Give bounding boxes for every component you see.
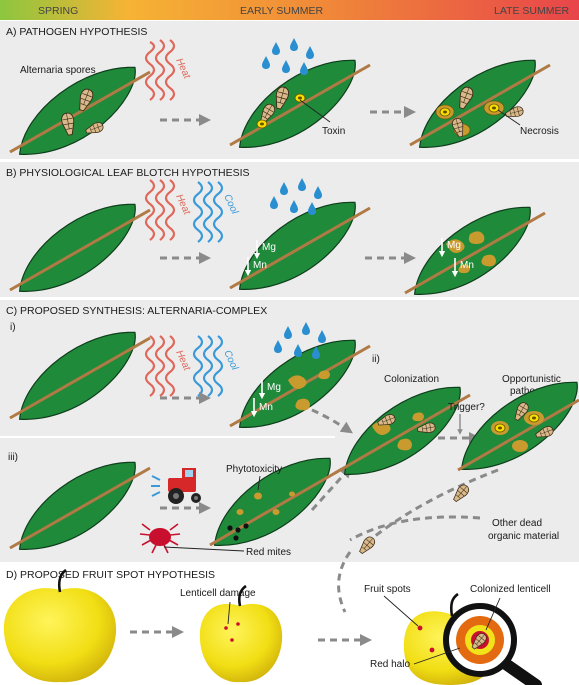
toxin-pointer — [299, 99, 331, 123]
label-mg-b2: Mg — [447, 240, 461, 251]
stem-c-pathogen — [457, 398, 579, 472]
label-colonized-lenticell: Colonized lenticell — [470, 584, 551, 595]
label-mg-b: Mg — [262, 242, 276, 253]
lenticell-spot — [236, 622, 240, 626]
heat-wave-icon — [144, 335, 176, 397]
section-c-title: C) PROPOSED SYNTHESIS: ALTERNARIA-COMPLE… — [6, 305, 267, 317]
stem-a3 — [409, 63, 551, 147]
cool-wave-icon — [192, 335, 224, 397]
label-other-dead-2: organic material — [488, 531, 559, 542]
fruit-spot — [429, 647, 435, 653]
stem-a1 — [9, 70, 151, 154]
section-a-title: A) PATHOGEN HYPOTHESIS — [6, 26, 147, 38]
apple-stem-icon — [237, 584, 247, 607]
label-c-i: i) — [10, 322, 16, 333]
cool-wave-icon — [192, 181, 224, 243]
label-c-ii: ii) — [372, 354, 380, 365]
fruit-spots-pointer — [383, 595, 419, 627]
label-mn-b2: Mn — [460, 260, 474, 271]
blotch-spot — [295, 398, 310, 411]
section-d-title: D) PROPOSED FRUIT SPOT HYPOTHESIS — [6, 569, 215, 581]
label-trigger: Trigger? — [448, 402, 485, 413]
label-alternaria-spores: Alternaria spores — [20, 65, 96, 76]
blotch-spot — [318, 370, 330, 380]
blotch-spot — [481, 254, 496, 267]
blotch-spot — [397, 438, 412, 451]
phytotoxicity-spot — [236, 509, 244, 515]
mite-dot — [243, 523, 249, 529]
arrow-into-fruit — [337, 551, 352, 613]
stem-c-colonization — [334, 393, 471, 475]
toxin-spot-icon — [256, 119, 268, 129]
label-fruit-spots: Fruit spots — [364, 584, 411, 595]
stem-b1 — [9, 208, 151, 292]
mite-dot — [227, 525, 233, 531]
lenticell-spot — [224, 626, 228, 630]
stem-c-phytotoxicity — [209, 467, 343, 547]
label-toxin: Toxin — [322, 126, 345, 137]
magnifier-icon — [443, 603, 542, 685]
phytotoxicity-spot — [289, 491, 295, 497]
red-mites-pointer — [163, 546, 245, 552]
blotch-spot — [288, 375, 307, 389]
arrow-c1-to-ii — [311, 408, 353, 434]
label-red-halo: Red halo — [370, 659, 410, 670]
colonized-lenticell-pointer — [485, 597, 501, 631]
season-bar — [0, 0, 579, 20]
label-colonization: Colonization — [384, 374, 439, 385]
blotch-spot — [468, 231, 485, 244]
lenticell-damage-pointer — [227, 601, 231, 625]
arrow-organic-to-fruit — [349, 515, 481, 542]
stem-b3 — [404, 211, 546, 295]
label-opportunistic-1: Opportunistic — [502, 374, 561, 385]
season-early-summer: EARLY SUMMER — [240, 5, 323, 17]
stem-a2 — [229, 63, 371, 147]
red-halo-pointer — [413, 647, 461, 665]
phytotoxicity-spot — [272, 509, 280, 515]
mite-dot — [235, 527, 241, 533]
stem-c1 — [9, 336, 151, 420]
stem-c3 — [9, 466, 151, 550]
blotch-spot — [458, 264, 470, 274]
season-late-summer: LATE SUMMER — [494, 5, 569, 17]
section-b-title: B) PHYSIOLOGICAL LEAF BLOTCH HYPOTHESIS — [6, 167, 250, 179]
stem-b2 — [229, 206, 371, 290]
apple-1 — [3, 568, 117, 683]
heat-wave-icon — [144, 39, 176, 101]
toxin-spot-icon — [488, 103, 500, 113]
label-necrosis: Necrosis — [520, 126, 559, 137]
toxin-spot-icon — [294, 93, 306, 103]
phytotoxicity-spot — [254, 492, 262, 500]
red-mite-icon — [139, 523, 181, 554]
toxin-spot-icon — [494, 423, 506, 433]
fruit-spot — [417, 625, 423, 631]
apple-stem-icon — [449, 592, 459, 617]
label-lenticell-damage: Lenticell damage — [180, 588, 256, 599]
apple-stem-icon — [57, 568, 67, 593]
label-mg-c: Mg — [267, 382, 281, 393]
apple-2 — [199, 584, 283, 683]
season-spring: SPRING — [38, 5, 78, 17]
label-mn-b: Mn — [253, 260, 267, 271]
mite-dot — [233, 535, 239, 541]
label-red-mites: Red mites — [246, 547, 291, 558]
necrosis-spot — [512, 440, 528, 452]
necrosis-pointer — [497, 109, 521, 126]
label-phytotoxicity: Phytotoxicity — [226, 464, 282, 475]
lenticell-spot — [230, 638, 234, 642]
label-c-iii: iii) — [8, 452, 18, 463]
blotch-spot — [412, 412, 424, 422]
tractor-icon — [151, 468, 201, 504]
toxin-spot-icon — [439, 107, 451, 117]
phytotoxicity-pointer — [257, 475, 261, 491]
toxin-spot-icon — [528, 413, 540, 423]
arrow-pathogen-to-fruit — [369, 468, 499, 542]
label-other-dead-1: Other dead — [492, 518, 542, 529]
blotch-spot — [446, 239, 465, 253]
label-mn-c: Mn — [259, 402, 273, 413]
heat-wave-icon — [144, 179, 176, 241]
